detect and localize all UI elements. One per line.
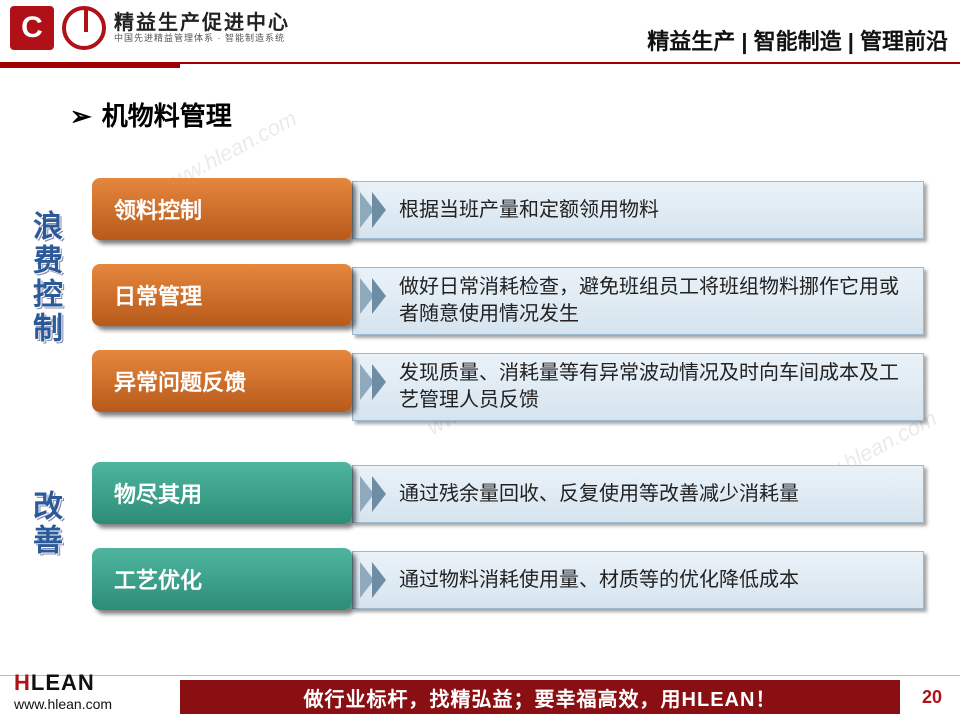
footer-url: www.hlean.com <box>14 696 112 712</box>
header: C 精益生产促进中心 中国先进精益管理体系 · 智能制造系统 精益生产 | 智能… <box>0 0 960 64</box>
row-2-label: 日常管理 <box>92 264 352 326</box>
logo-area: C 精益生产促进中心 中国先进精益管理体系 · 智能制造系统 <box>10 6 290 50</box>
slide-title: 机物料管理 <box>70 96 232 133</box>
logo-main-text: 精益生产促进中心 <box>114 12 290 34</box>
header-tagline: 精益生产 | 智能制造 | 管理前沿 <box>647 24 948 56</box>
row-3-desc: 发现质量、消耗量等有异常波动情况及时向车间成本及工艺管理人员反馈 <box>352 353 924 421</box>
row-1: 领料控制 根据当班产量和定额领用物料 <box>92 178 922 248</box>
row-3-label: 异常问题反馈 <box>92 350 352 412</box>
footer-slogan-bar: 做行业标杆，找精弘益；要幸福高效，用HLEAN！ <box>180 680 900 714</box>
header-accent-bar <box>0 62 180 68</box>
footer-logo-h: H <box>14 670 31 695</box>
logo-c-icon: C <box>10 6 54 50</box>
row-4-label: 物尽其用 <box>92 462 352 524</box>
row-2: 日常管理 做好日常消耗检查，避免班组员工将班组物料挪作它用或者随意使用情况发生 <box>92 264 922 334</box>
logo-sub-text: 中国先进精益管理体系 · 智能制造系统 <box>114 34 290 44</box>
footer-logo: HLEAN <box>14 670 95 696</box>
section-label-waste: 浪费控制 <box>22 210 66 346</box>
row-5-desc: 通过物料消耗使用量、材质等的优化降低成本 <box>352 551 924 609</box>
row-1-label: 领料控制 <box>92 178 352 240</box>
row-4: 物尽其用 通过残余量回收、反复使用等改善减少消耗量 <box>92 462 922 532</box>
footer: HLEAN www.hlean.com 做行业标杆，找精弘益；要幸福高效，用HL… <box>0 676 960 720</box>
logo-text: 精益生产促进中心 中国先进精益管理体系 · 智能制造系统 <box>114 12 290 44</box>
row-5: 工艺优化 通过物料消耗使用量、材质等的优化降低成本 <box>92 548 922 618</box>
row-3: 异常问题反馈 发现质量、消耗量等有异常波动情况及时向车间成本及工艺管理人员反馈 <box>92 350 922 420</box>
row-2-desc: 做好日常消耗检查，避免班组员工将班组物料挪作它用或者随意使用情况发生 <box>352 267 924 335</box>
section-label-improve: 改善 <box>22 490 66 558</box>
page-number: 20 <box>922 687 942 708</box>
row-1-desc: 根据当班产量和定额领用物料 <box>352 181 924 239</box>
logo-circle-icon <box>62 6 106 50</box>
row-4-desc: 通过残余量回收、反复使用等改善减少消耗量 <box>352 465 924 523</box>
row-5-label: 工艺优化 <box>92 548 352 610</box>
footer-logo-lean: LEAN <box>31 670 95 695</box>
